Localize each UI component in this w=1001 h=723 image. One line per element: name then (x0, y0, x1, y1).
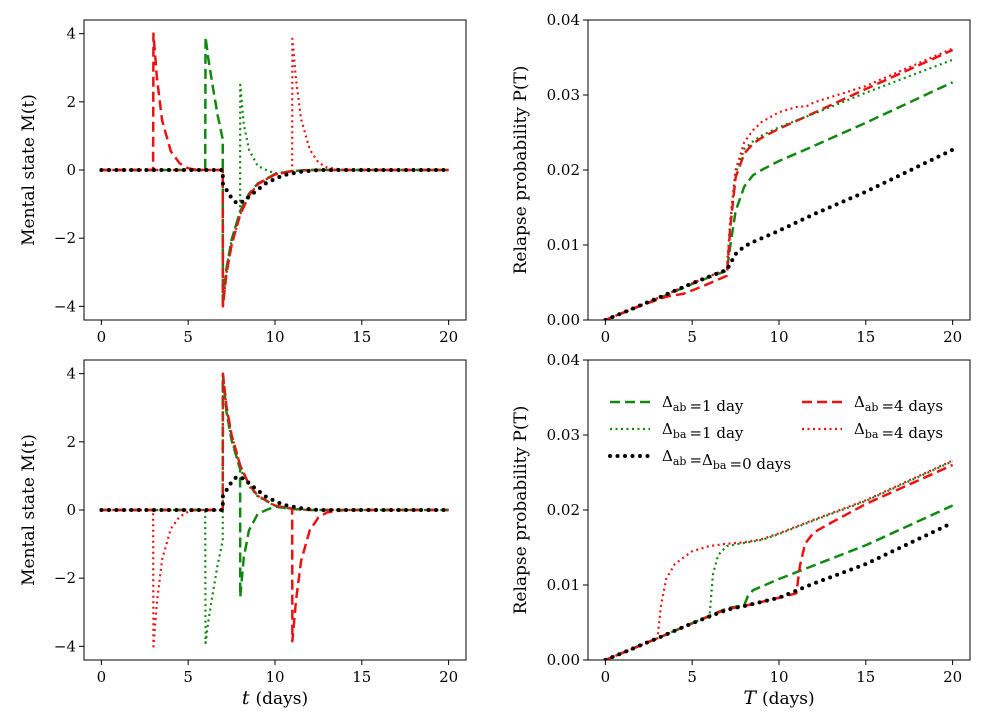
series-group (99, 372, 451, 648)
y-axis-label: Relapse probability P(T) (511, 406, 531, 615)
y-tick-label: 4 (66, 365, 76, 383)
x-tick-label: 20 (943, 668, 962, 686)
series-line-a-4 (99, 168, 451, 206)
x-tick-label: 20 (943, 328, 962, 346)
y-tick-label: 0.03 (547, 426, 580, 444)
y-tick-label: −4 (54, 297, 76, 315)
series-line-c-3 (101, 372, 449, 648)
legend: Δab =1 day Δab =4 days Δba =1 day Δba =4 days Δa… (608, 393, 943, 473)
y-tick-label: 2 (66, 93, 76, 111)
x-tick-label: 20 (439, 328, 458, 346)
series-line-b-2 (604, 58, 954, 320)
x-tick-label: 10 (265, 328, 284, 346)
chart-panel-a: 0 5 10 15 20 −4 −2 0 2 4 Mental state M(t) (19, 19, 467, 346)
y-tick-label: 0.00 (547, 651, 580, 669)
x-axis-label: T (days) (743, 687, 814, 709)
series-line-a-2 (101, 83, 449, 305)
x-tick-label: 15 (856, 328, 875, 346)
x-tick-label: 10 (265, 668, 284, 686)
chart-panel-c: 0 5 10 15 20 −4 −2 0 2 4 Mental state M(t) t (days) (19, 359, 467, 709)
series-group (603, 459, 955, 660)
series-line-d-4 (603, 520, 955, 660)
series-group (603, 47, 955, 320)
x-tick-label: 5 (687, 328, 697, 346)
x-tick-label: 5 (687, 668, 697, 686)
y-tick-label: 0.01 (547, 236, 580, 254)
y-tick-label: −4 (54, 637, 76, 655)
y-tick-label: 4 (66, 25, 76, 43)
legend-entry: Δab =1 day (662, 393, 744, 415)
x-tick-label: 20 (439, 668, 458, 686)
x-axis-label: t (days) (242, 687, 308, 709)
series-line-d-0 (604, 504, 954, 660)
x-tick-label: 5 (183, 328, 193, 346)
y-tick-label: 0.04 (547, 351, 580, 369)
chart-panel-b: 0 5 10 15 20 0.00 0.01 0.02 0.03 0.04 Relapse prob… (511, 11, 971, 346)
series-line-b-1 (604, 48, 954, 320)
x-tick-label: 0 (601, 668, 611, 686)
chart-panel-d: 0 5 10 15 20 0.00 0.01 0.02 0.03 0.04 Relapse prob… (511, 351, 971, 709)
series-group (99, 32, 451, 308)
y-tick-label: 2 (66, 433, 76, 451)
series-line-b-3 (604, 47, 954, 320)
x-tick-label: 10 (769, 668, 788, 686)
y-axis-label: Mental state M(t) (19, 434, 39, 586)
series-line-c-1 (101, 372, 449, 643)
x-tick-label: 0 (601, 328, 611, 346)
legend-entry: Δab =Δba =0 days (662, 447, 791, 473)
x-tick-label: 15 (352, 328, 371, 346)
x-tick-label: 5 (183, 668, 193, 686)
series-line-d-2 (604, 460, 954, 660)
legend-entry: Δba =4 days (854, 420, 943, 442)
y-tick-label: −2 (54, 569, 76, 587)
y-tick-label: 0.00 (547, 311, 580, 329)
y-tick-label: 0.02 (547, 161, 580, 179)
series-line-c-4 (99, 474, 451, 512)
y-tick-label: −2 (54, 229, 76, 247)
x-tick-label: 0 (97, 668, 107, 686)
y-tick-label: 0.04 (547, 11, 580, 29)
y-tick-label: 0.01 (547, 576, 580, 594)
series-line-d-1 (604, 463, 954, 660)
x-tick-label: 10 (769, 328, 788, 346)
y-tick-label: 0 (66, 501, 76, 519)
series-line-b-0 (604, 81, 954, 320)
x-tick-label: 15 (856, 668, 875, 686)
x-tick-label: 0 (97, 328, 107, 346)
y-tick-label: 0 (66, 161, 76, 179)
x-tick-label: 15 (352, 668, 371, 686)
y-axis-label: Relapse probability P(T) (511, 66, 531, 275)
y-tick-label: 0.02 (547, 501, 580, 519)
y-axis-label: Mental state M(t) (19, 94, 39, 246)
legend-entry: Δba =1 day (662, 420, 744, 442)
legend-entry: Δab =4 days (854, 393, 943, 415)
series-line-b-4 (603, 147, 955, 320)
y-tick-label: 0.03 (547, 86, 580, 104)
series-line-d-3 (604, 459, 954, 660)
